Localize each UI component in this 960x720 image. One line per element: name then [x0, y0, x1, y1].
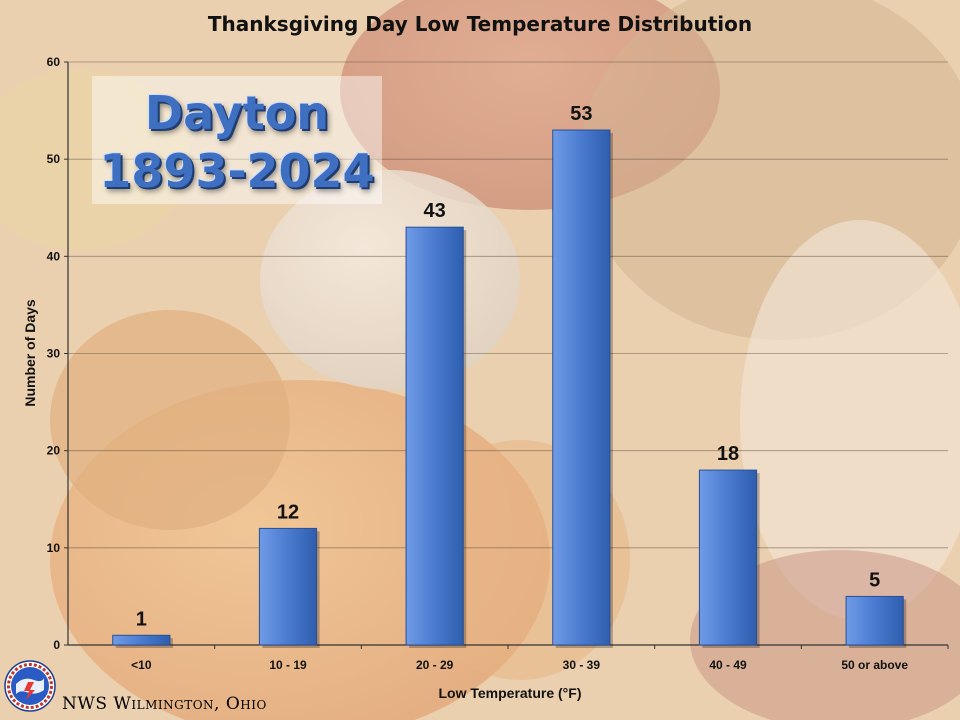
gridlines [68, 61, 948, 549]
bar [552, 129, 611, 646]
data-label: 5 [869, 569, 880, 591]
office-name: NWS Wilmington, Ohio [62, 694, 267, 714]
y-axis-title: Number of Days [22, 299, 38, 407]
y-tick-label: 0 [53, 638, 60, 652]
station-name: Dayton [144, 86, 330, 140]
y-tick-label: 50 [47, 152, 61, 166]
x-tick-label: 10 - 19 [269, 658, 307, 672]
data-label: 18 [717, 443, 739, 465]
bar [698, 469, 758, 646]
x-tick-label: 50 or above [841, 658, 908, 672]
x-tick-label: 40 - 49 [709, 658, 747, 672]
axes [64, 61, 949, 649]
y-tick-label: 20 [47, 444, 61, 458]
y-tick-label: 60 [47, 55, 61, 69]
nws-logo [4, 660, 56, 712]
x-axis-title: Low Temperature (°F) [438, 685, 581, 701]
record-period: 1893-2024 [99, 144, 375, 198]
data-label: 12 [277, 501, 299, 523]
bar [258, 527, 318, 646]
bars [112, 129, 907, 648]
data-label: 43 [424, 200, 446, 222]
bar [405, 226, 464, 646]
labels: 0 10 20 30 40 50 60 1 <10 12 10 - 19 43 20 - 29 53 30 … [47, 55, 909, 672]
x-tick-label: 30 - 39 [563, 658, 601, 672]
data-label: 1 [136, 608, 147, 630]
station-overlay: Dayton 1893-2024 [92, 76, 382, 204]
data-label: 53 [570, 103, 592, 125]
y-tick-label: 30 [47, 347, 61, 361]
bar [112, 634, 171, 646]
chart-title: Thanksgiving Day Low Temperature Distrib… [207, 12, 753, 36]
y-tick-label: 10 [47, 541, 61, 555]
y-tick-label: 40 [47, 249, 61, 263]
x-tick-label: <10 [131, 658, 152, 672]
x-tick-label: 20 - 29 [416, 658, 454, 672]
bar [845, 595, 904, 646]
